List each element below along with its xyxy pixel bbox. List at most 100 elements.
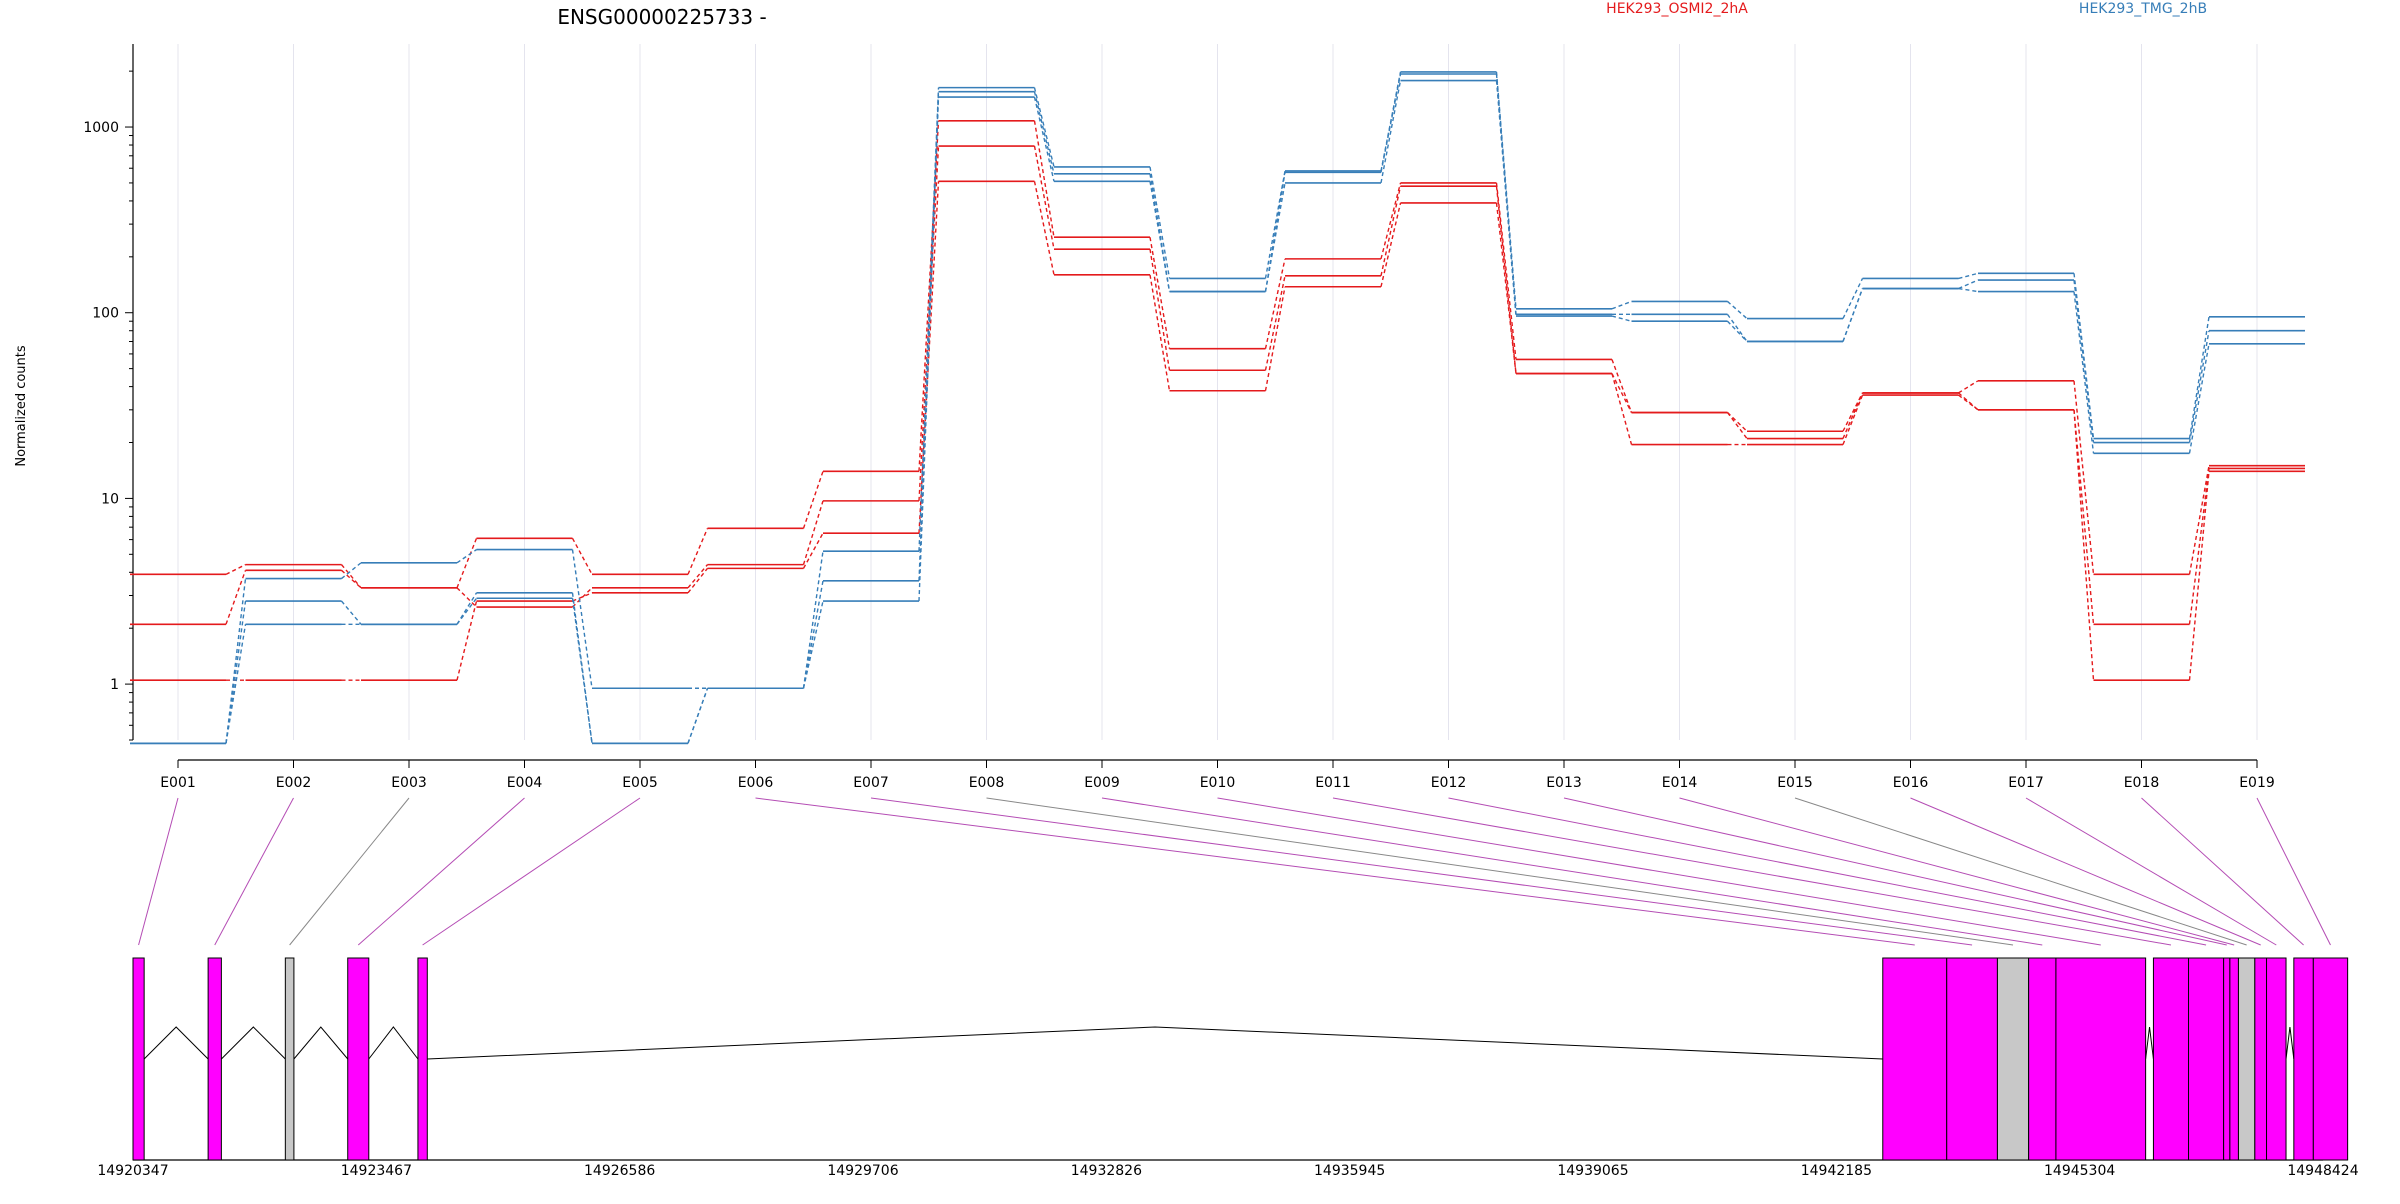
series-connector	[1842, 278, 1864, 319]
series-connector	[456, 538, 478, 589]
series-connector	[2188, 468, 2210, 625]
series-connector	[687, 688, 709, 744]
exon-connector	[138, 797, 179, 946]
exon-block	[2028, 957, 2057, 1161]
genomic-tick-label: 14920347	[97, 1163, 168, 1179]
series-connector	[1264, 275, 1286, 371]
chart-title: ENSG00000225733 -	[557, 5, 766, 29]
series-connector	[1495, 182, 1517, 360]
series-connector	[2188, 465, 2210, 575]
series-connector	[225, 563, 246, 575]
series-connector	[2073, 409, 2095, 681]
genomic-tick-label: 14939065	[1557, 1163, 1628, 1179]
series-connector	[802, 532, 824, 569]
exon-block	[1882, 957, 1948, 1161]
intron-line	[427, 1026, 1883, 1060]
series-connector	[1149, 274, 1171, 391]
intron-line	[2285, 1026, 2295, 1060]
series-connector	[1726, 412, 1748, 439]
exon-block	[2254, 957, 2268, 1161]
exon-connector	[2025, 797, 2277, 946]
x-tick-label: E016	[1893, 775, 1929, 791]
x-tick-label: E003	[391, 775, 427, 791]
y-tick-label: 100	[92, 306, 119, 322]
exon-block	[2237, 957, 2256, 1161]
x-tick-label: E002	[276, 775, 312, 791]
series-connector	[1149, 181, 1171, 292]
y-axis-label: Normalized counts	[14, 345, 29, 467]
series-connector	[1611, 373, 1633, 413]
exon-block	[2229, 957, 2239, 1161]
series-connector	[340, 564, 362, 589]
exon-connector	[1448, 797, 2207, 946]
series-connector	[225, 624, 247, 744]
series-connector	[1611, 359, 1633, 413]
x-tick-label: E009	[1084, 775, 1120, 791]
series-connector	[2073, 409, 2095, 625]
series-connector	[1842, 392, 1864, 439]
series-connector	[456, 592, 478, 625]
series-connector	[1958, 380, 1979, 394]
series-connector	[1727, 412, 1748, 432]
x-tick-label: E012	[1431, 775, 1467, 791]
series-connector	[1149, 249, 1171, 371]
x-tick-label: E001	[160, 775, 196, 791]
series-connector	[1958, 392, 1979, 411]
x-tick-label: E014	[1662, 775, 1698, 791]
series-connector	[1264, 170, 1286, 279]
genomic-tick-label: 14935945	[1314, 1163, 1385, 1179]
exon-connector	[2141, 797, 2304, 946]
series-connector	[341, 569, 362, 589]
grid-lines	[177, 44, 2258, 740]
exon-connector	[755, 797, 1915, 946]
series-connector	[1149, 237, 1171, 349]
series-connector	[687, 564, 709, 589]
series-connector	[1611, 373, 1633, 445]
series-connector	[2073, 291, 2095, 454]
intron-line	[368, 1026, 419, 1060]
exon-connector	[2256, 797, 2331, 946]
series-connector	[918, 120, 940, 472]
exon-block	[2223, 957, 2231, 1161]
exon-connector	[1217, 797, 2101, 946]
exon-connector	[214, 797, 294, 946]
intron-line	[2145, 1026, 2154, 1060]
y-tick-label: 1	[110, 677, 119, 693]
series-connector	[2188, 316, 2210, 439]
x-tick-label: E013	[1546, 775, 1582, 791]
series-connector	[1033, 91, 1055, 174]
series-connector	[1726, 320, 1748, 342]
series-connector	[1611, 300, 1632, 310]
exon-block	[1996, 957, 2030, 1161]
exon-block	[1946, 957, 1998, 1161]
exon-connector	[289, 797, 410, 946]
exon-block	[2266, 957, 2287, 1161]
exon-block	[284, 957, 295, 1161]
exon-connector	[870, 797, 1973, 946]
exon-connector	[1794, 797, 2247, 946]
x-tick-label: E007	[853, 775, 889, 791]
series-connector	[2188, 343, 2210, 454]
series-connector	[571, 537, 593, 575]
series-connector	[1380, 186, 1402, 276]
series-connector	[571, 549, 593, 689]
series-connector	[1264, 172, 1286, 292]
series-connector	[1380, 182, 1402, 260]
series-connector	[571, 598, 593, 744]
x-tick-label: E017	[2008, 775, 2044, 791]
exon-connector	[1101, 797, 2043, 946]
axes: 1 10 100 1000 E001 E002 E003 E004 E005 E006 E007 E0…	[83, 44, 2275, 791]
series-connector	[2188, 330, 2210, 443]
exon-connector	[1910, 797, 2261, 946]
series-connector	[225, 570, 247, 625]
exon-connectors	[138, 797, 2331, 946]
series-connector	[1958, 272, 1979, 280]
series-connector	[572, 592, 593, 602]
series-connector	[1033, 87, 1055, 168]
legend-label-group-a: HEK293_OSMI2_2hA	[1606, 1, 1748, 17]
x-tick-label: E018	[2124, 775, 2160, 791]
series-connector	[918, 97, 940, 602]
series-connector	[1958, 287, 1979, 293]
